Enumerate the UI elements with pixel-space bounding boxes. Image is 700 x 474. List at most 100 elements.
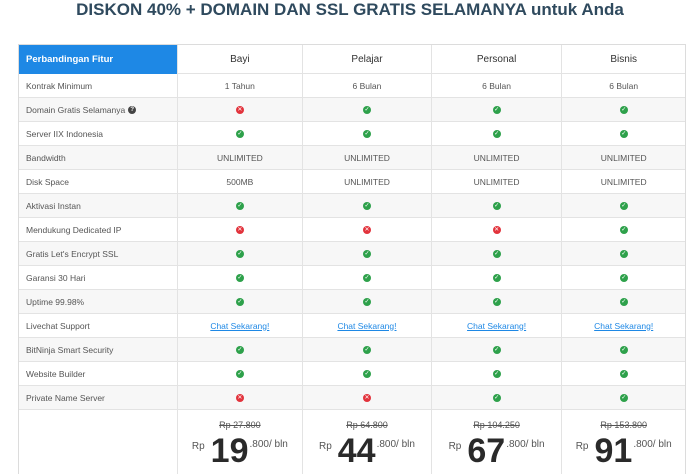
feature-label: Server IIX Indonesia <box>19 122 177 145</box>
chat-now-link[interactable]: Chat Sekarang! <box>210 320 270 331</box>
check-icon: ✓ <box>235 201 244 210</box>
check-icon: ✓ <box>492 393 501 402</box>
feature-label: Gratis Let's Encrypt SSL <box>19 242 177 265</box>
cross-icon: ✕ <box>362 393 371 402</box>
cell-bisnis: ✓ <box>561 338 685 361</box>
cell-bisnis: ✓ <box>561 122 685 145</box>
price-main: 91 <box>594 432 633 470</box>
currency-label: Rp <box>448 441 462 452</box>
table-row: Website Builder ✓ ✓ ✓ ✓ <box>19 362 685 386</box>
cell-value: 500MB <box>226 176 254 187</box>
price-suffix: .800/ bln <box>376 439 415 450</box>
check-icon: ✓ <box>235 345 244 354</box>
cell-bayi: ✕ <box>176 98 303 121</box>
feature-label-text: BitNinja Smart Security <box>26 344 114 355</box>
cell-bisnis: ✓ <box>561 362 685 385</box>
cell-pelajar: ✓ <box>302 122 431 145</box>
check-icon: ✓ <box>362 201 371 210</box>
feature-label-text: Private Name Server <box>26 392 105 403</box>
price-main: 67 <box>467 432 506 470</box>
cross-icon: ✕ <box>235 105 244 114</box>
cell-personal: ✓ <box>430 98 562 121</box>
check-icon: ✓ <box>492 369 501 378</box>
price-row-blank <box>19 410 177 474</box>
cell-value: 6 Bulan <box>482 80 511 91</box>
feature-label-text: Uptime 99.98% <box>26 296 85 307</box>
cell-pelajar: ✕ <box>302 218 431 241</box>
cell-pelajar: ✓ <box>302 194 431 217</box>
chat-now-link[interactable]: Chat Sekarang! <box>594 320 654 331</box>
feature-label-text: Website Builder <box>26 368 86 379</box>
feature-label: Livechat Support <box>19 314 177 337</box>
cell-bisnis: ✓ <box>561 290 685 313</box>
cell-value: 1 Tahun <box>224 80 255 91</box>
currency-label: Rp <box>318 441 332 452</box>
table-header-row: Perbandingan Fitur Bayi Pelajar Personal… <box>19 45 685 74</box>
check-icon: ✓ <box>619 345 628 354</box>
cell-pelajar: UNLIMITED <box>302 146 431 169</box>
cell-bisnis: ✓ <box>561 194 685 217</box>
cell-pelajar: ✓ <box>302 338 431 361</box>
cell-bisnis: UNLIMITED <box>561 170 685 193</box>
cell-value: UNLIMITED <box>600 176 647 187</box>
price-suffix: .800/ bln <box>633 439 672 450</box>
check-icon: ✓ <box>619 393 628 402</box>
chat-now-link[interactable]: Chat Sekarang! <box>337 320 397 331</box>
cell-value: UNLIMITED <box>216 152 263 163</box>
old-price: Rp 64.800 <box>346 420 388 430</box>
chat-now-link[interactable]: Chat Sekarang! <box>467 320 527 331</box>
feature-label-text: Aktivasi Instan <box>26 200 81 211</box>
cell-bayi: ✓ <box>176 266 303 289</box>
feature-label: Uptime 99.98% <box>19 290 177 313</box>
cell-bisnis: Chat Sekarang! <box>561 314 685 337</box>
cell-bayi: 1 Tahun <box>176 74 303 97</box>
cell-personal: ✓ <box>430 338 562 361</box>
check-icon: ✓ <box>619 129 628 138</box>
check-icon: ✓ <box>235 369 244 378</box>
cell-personal: ✓ <box>430 242 562 265</box>
cell-bisnis: UNLIMITED <box>561 146 685 169</box>
price-main: 19 <box>210 432 249 470</box>
feature-label-text: Kontrak Minimum <box>26 80 93 91</box>
feature-label: Kontrak Minimum <box>19 74 177 97</box>
cell-bisnis: ✓ <box>561 242 685 265</box>
check-icon: ✓ <box>492 297 501 306</box>
check-icon: ✓ <box>362 249 371 258</box>
header-feature-label: Perbandingan Fitur <box>19 45 177 74</box>
cell-bayi: ✓ <box>176 362 303 385</box>
check-icon: ✓ <box>492 201 501 210</box>
table-row: Private Name Server ✕ ✕ ✓ ✓ <box>19 386 685 410</box>
check-icon: ✓ <box>619 369 628 378</box>
cell-value: UNLIMITED <box>344 176 390 187</box>
cell-personal: ✓ <box>430 266 562 289</box>
cell-bisnis: ✓ <box>561 386 685 409</box>
cell-bayi: ✓ <box>176 242 303 265</box>
cell-personal: 6 Bulan <box>430 74 562 97</box>
cell-personal: UNLIMITED <box>430 170 562 193</box>
cell-pelajar: Chat Sekarang! <box>302 314 431 337</box>
cell-value: UNLIMITED <box>473 176 520 187</box>
cell-value: 6 Bulan <box>352 80 382 91</box>
feature-label-text: Mendukung Dedicated IP <box>26 224 122 235</box>
cell-pelajar: ✓ <box>302 242 431 265</box>
price-suffix: .800/ bln <box>506 439 545 450</box>
cell-pelajar: ✕ <box>302 386 431 409</box>
check-icon: ✓ <box>362 105 371 114</box>
feature-label-text: Gratis Let's Encrypt SSL <box>26 248 119 259</box>
feature-label: Domain Gratis Selamanya? <box>19 98 177 121</box>
help-icon[interactable]: ? <box>128 105 137 114</box>
cell-personal: ✓ <box>430 290 562 313</box>
cell-pelajar: UNLIMITED <box>302 170 431 193</box>
plan-name-bayi: Bayi <box>176 45 303 74</box>
price-suffix: .800/ bln <box>249 439 288 450</box>
cell-bisnis: ✓ <box>561 98 685 121</box>
table-row: Aktivasi Instan ✓ ✓ ✓ ✓ <box>19 194 685 218</box>
cell-pelajar: ✓ <box>302 290 431 313</box>
check-icon: ✓ <box>362 273 371 282</box>
check-icon: ✓ <box>619 273 628 282</box>
cell-personal: ✓ <box>430 194 562 217</box>
table-row: Gratis Let's Encrypt SSL ✓ ✓ ✓ ✓ <box>19 242 685 266</box>
table-row: Bandwidth UNLIMITED UNLIMITED UNLIMITED UNLI… <box>19 146 685 170</box>
cell-bayi: ✓ <box>176 122 303 145</box>
cell-bayi: ✓ <box>176 338 303 361</box>
